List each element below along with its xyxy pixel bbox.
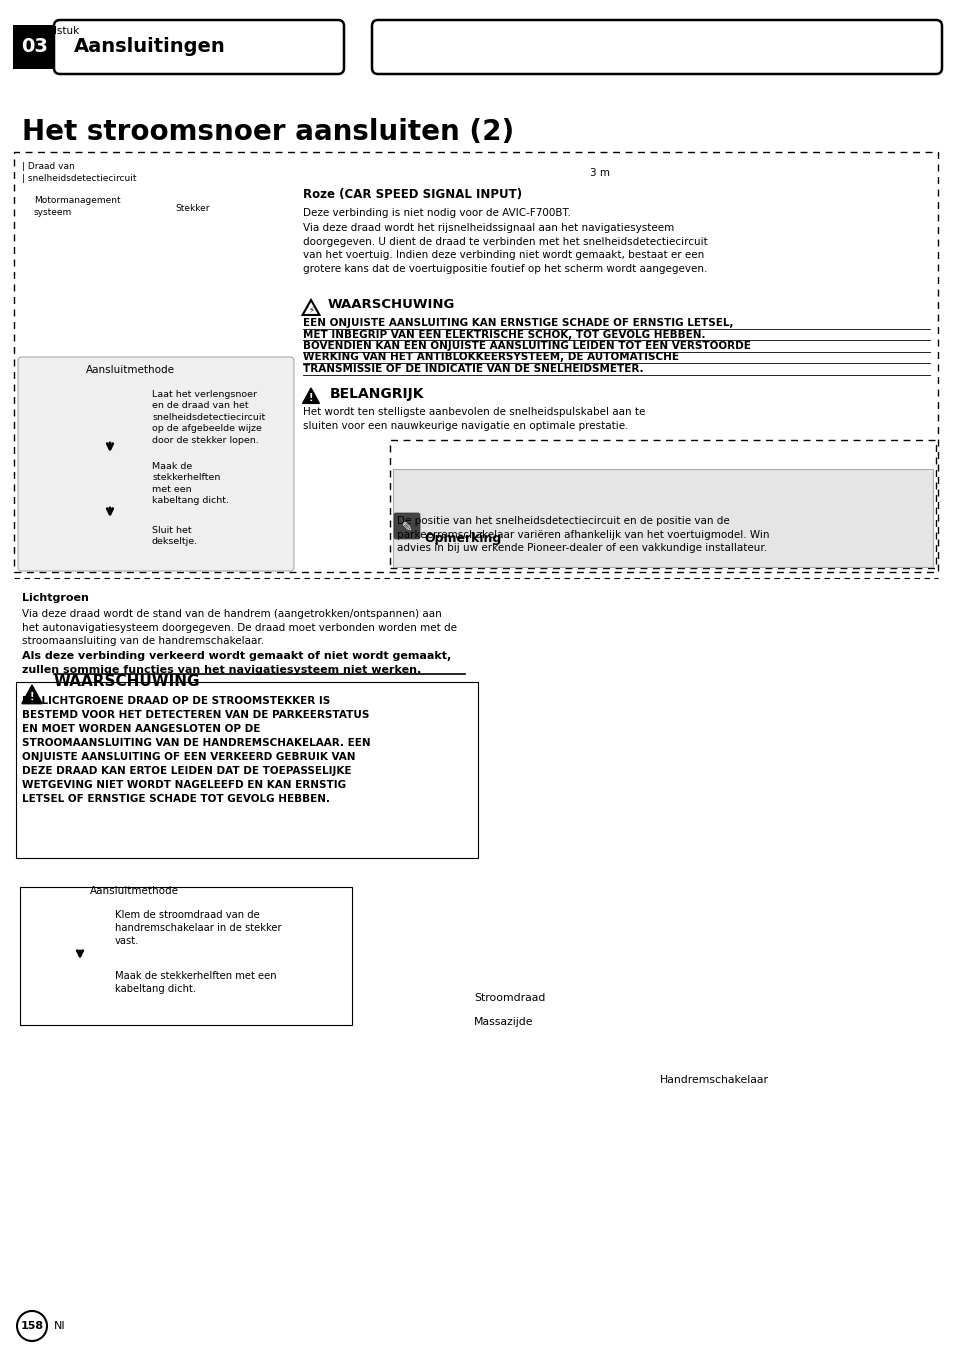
FancyBboxPatch shape — [372, 20, 941, 74]
FancyBboxPatch shape — [394, 512, 419, 539]
Text: WERKING VAN HET ANTIBLOKKEERSYSTEEM, DE AUTOMATISCHE: WERKING VAN HET ANTIBLOKKEERSYSTEEM, DE … — [303, 353, 679, 362]
Circle shape — [17, 1311, 47, 1341]
Text: BOVENDIEN KAN EEN ONJUISTE AANSLUITING LEIDEN TOT EEN VERSTOORDE: BOVENDIEN KAN EEN ONJUISTE AANSLUITING L… — [303, 341, 750, 352]
Text: 3 m: 3 m — [589, 168, 609, 178]
Text: Laat het verlengsnoer
en de draad van het
snelheidsdetectiecircuit
op de afgebee: Laat het verlengsnoer en de draad van he… — [152, 389, 265, 445]
Text: Deze verbinding is niet nodig voor de AVIC-F700BT.: Deze verbinding is niet nodig voor de AV… — [303, 208, 570, 218]
Text: NI: NI — [54, 1321, 66, 1330]
Text: Massazijde: Massazijde — [474, 1017, 533, 1028]
FancyBboxPatch shape — [18, 357, 294, 571]
Text: Lichtgroen: Lichtgroen — [22, 594, 89, 603]
Text: TRANSMISSIE OF DE INDICATIE VAN DE SNELHEIDSMETER.: TRANSMISSIE OF DE INDICATIE VAN DE SNELH… — [303, 364, 643, 375]
Text: BELANGRIJK: BELANGRIJK — [330, 387, 424, 402]
Text: Klem de stroomdraad van de
handremschakelaar in de stekker
vast.: Klem de stroomdraad van de handremschake… — [115, 910, 281, 946]
Polygon shape — [22, 685, 42, 703]
Polygon shape — [302, 388, 319, 403]
Text: Het wordt ten stelligste aanbevolen de snelheidspulskabel aan te
sluiten voor ee: Het wordt ten stelligste aanbevolen de s… — [303, 407, 644, 430]
Text: !: ! — [309, 393, 313, 403]
Text: ✎: ✎ — [401, 521, 412, 534]
Bar — [20, 887, 352, 1025]
Text: MET INBEGRIP VAN EEN ELEKTRISCHE SCHOK, TOT GEVOLG HEBBEN.: MET INBEGRIP VAN EEN ELEKTRISCHE SCHOK, … — [303, 330, 705, 339]
Bar — [16, 681, 477, 859]
Text: 03: 03 — [22, 38, 49, 57]
Text: Maak de stekkerhelften met een
kabeltang dicht.: Maak de stekkerhelften met een kabeltang… — [115, 971, 276, 994]
Text: Sluit het
dekseltje.: Sluit het dekseltje. — [152, 526, 198, 546]
Text: 158: 158 — [20, 1321, 44, 1330]
Text: EEN ONJUISTE AANSLUITING KAN ERNSTIGE SCHADE OF ERNSTIG LETSEL,: EEN ONJUISTE AANSLUITING KAN ERNSTIGE SC… — [303, 318, 733, 329]
Bar — [390, 439, 935, 568]
Text: WAARSCHUWING: WAARSCHUWING — [54, 675, 200, 690]
Text: Via deze draad wordt de stand van de handrem (aangetrokken/ontspannen) aan
het a: Via deze draad wordt de stand van de han… — [22, 608, 456, 646]
Text: Stekker: Stekker — [174, 204, 210, 214]
Text: ⚡: ⚡ — [308, 304, 314, 314]
Text: Aansluitmethode: Aansluitmethode — [90, 886, 179, 896]
Text: Stroomdraad: Stroomdraad — [474, 992, 545, 1003]
Text: !: ! — [30, 692, 34, 702]
Text: Opmerking: Opmerking — [423, 531, 500, 545]
Bar — [14, 151, 937, 572]
FancyBboxPatch shape — [54, 20, 344, 74]
Text: De positie van het snelheidsdetectiecircuit en de positie van de
parkeerremschak: De positie van het snelheidsdetectiecirc… — [396, 516, 769, 553]
Text: WAARSCHUWING: WAARSCHUWING — [328, 297, 455, 311]
Text: Handremschakelaar: Handremschakelaar — [659, 1075, 768, 1086]
Text: Hoofdstuk: Hoofdstuk — [26, 26, 79, 37]
FancyBboxPatch shape — [393, 469, 932, 566]
Text: Roze (CAR SPEED SIGNAL INPUT): Roze (CAR SPEED SIGNAL INPUT) — [303, 188, 521, 201]
Text: Maak de
stekkerhelften
met een
kabeltang dicht.: Maak de stekkerhelften met een kabeltang… — [152, 462, 229, 506]
Text: Aansluitingen: Aansluitingen — [74, 38, 226, 57]
Text: | Draad van
| snelheidsdetectiecircuit: | Draad van | snelheidsdetectiecircuit — [22, 162, 136, 183]
Text: Via deze draad wordt het rijsnelheidssignaal aan het navigatiesysteem
doorgegeve: Via deze draad wordt het rijsnelheidssig… — [303, 223, 707, 274]
Text: Als deze verbinding verkeerd wordt gemaakt of niet wordt gemaakt,
zullen sommige: Als deze verbinding verkeerd wordt gemaa… — [22, 652, 451, 675]
FancyBboxPatch shape — [13, 24, 57, 69]
Text: Het stroomsnoer aansluiten (2): Het stroomsnoer aansluiten (2) — [22, 118, 514, 146]
Text: Aansluitmethode: Aansluitmethode — [86, 365, 174, 375]
Text: DE LICHTGROENE DRAAD OP DE STROOMSTEKKER IS
BESTEMD VOOR HET DETECTEREN VAN DE P: DE LICHTGROENE DRAAD OP DE STROOMSTEKKER… — [22, 696, 370, 804]
Text: Motormanagement
systeem: Motormanagement systeem — [34, 196, 120, 216]
